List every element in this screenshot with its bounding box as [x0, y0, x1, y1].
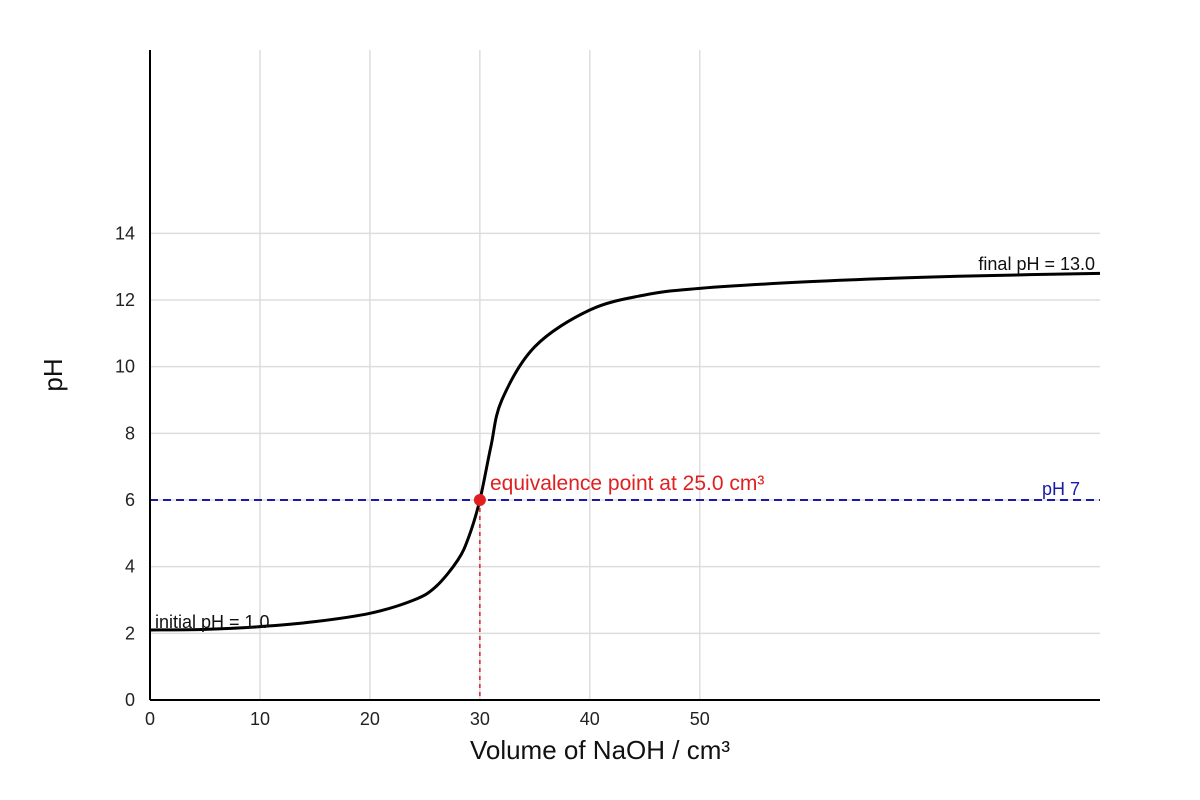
x-tick-label: 10: [250, 709, 270, 729]
final-ph-label: final pH = 13.0: [978, 254, 1095, 274]
y-tick-label: 10: [115, 357, 135, 377]
equivalence-label: equivalence point at 25.0 cm³: [490, 472, 764, 495]
x-tick-label: 0: [145, 709, 155, 729]
y-tick-label: 14: [115, 223, 135, 243]
y-axis-title: pH: [38, 358, 68, 391]
x-axis-title: Volume of NaOH / cm³: [470, 735, 730, 765]
y-tick-label: 8: [125, 423, 135, 443]
grid-lines: [150, 50, 1100, 700]
ph7-label: pH 7: [1042, 479, 1080, 499]
x-tick-label: 20: [360, 709, 380, 729]
titration-curve: [149, 271, 1101, 632]
tick-labels: 0 10 20 30 40 50 0 2 4 6 8 10 12 14: [115, 223, 710, 729]
y-tick-label: 2: [125, 623, 135, 643]
y-tick-label: 12: [115, 290, 135, 310]
equivalence-point-marker: [473, 494, 486, 506]
axes: [149, 50, 1100, 701]
y-tick-label: 4: [125, 557, 135, 577]
y-tick-label: 6: [125, 490, 135, 510]
series-layer: [149, 271, 1101, 632]
y-tick-label: 0: [125, 690, 135, 710]
x-tick-label: 40: [580, 709, 600, 729]
x-tick-label: 50: [690, 709, 710, 729]
annotations: equivalence point at 25.0 cm³ initial pH…: [155, 254, 1095, 632]
x-tick-label: 30: [470, 709, 490, 729]
initial-ph-label: initial pH = 1.0: [155, 612, 270, 632]
reference-lines: [150, 499, 1100, 700]
